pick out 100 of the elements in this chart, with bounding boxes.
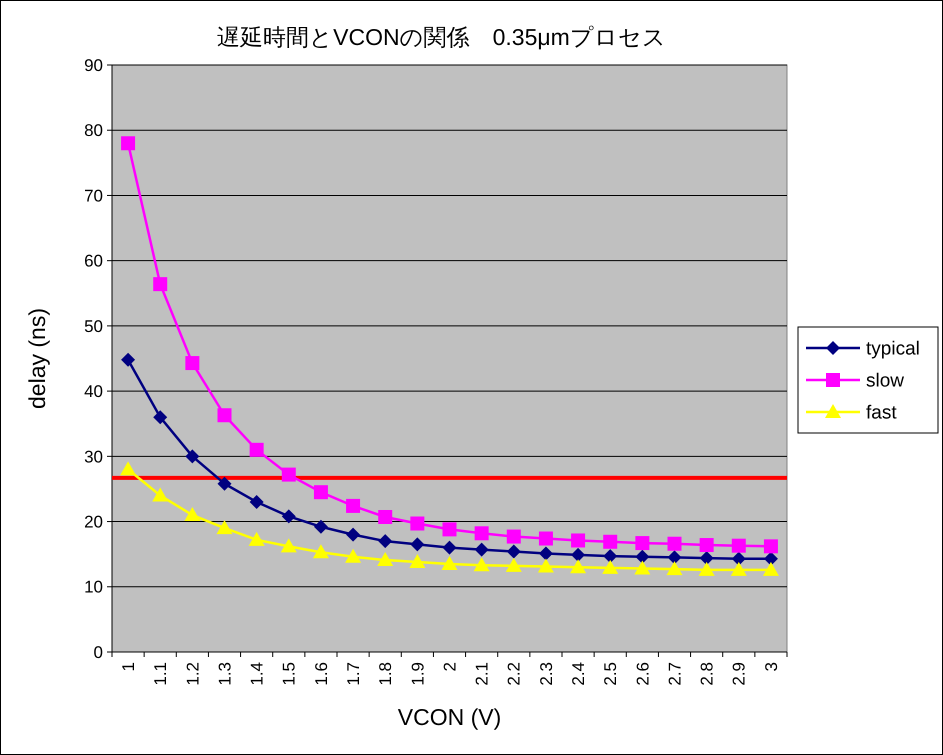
point — [153, 410, 168, 424]
x-tick-label: 2.6 — [633, 662, 652, 686]
y-axis-title: delay (ns) — [24, 308, 50, 409]
point — [538, 546, 553, 561]
point — [378, 510, 392, 524]
point — [764, 539, 778, 554]
x-tick-label: 2.5 — [601, 662, 620, 686]
point — [346, 498, 360, 513]
point — [442, 556, 458, 570]
x-tick-label: 1.6 — [312, 662, 331, 686]
point — [474, 542, 489, 557]
x-tick-label: 1.3 — [215, 662, 234, 686]
x-tick-label: 2.8 — [698, 662, 717, 686]
x-tick-label: 2 — [440, 662, 460, 672]
x-tick-label: 1 — [119, 662, 138, 672]
point — [764, 552, 778, 566]
point — [314, 485, 328, 500]
point — [185, 449, 200, 464]
point — [635, 536, 650, 550]
legend-label: fast — [866, 402, 898, 424]
point — [506, 558, 522, 572]
x-axis-title: VCON (V) — [398, 704, 502, 730]
y-tick-label: 40 — [84, 382, 103, 402]
point — [700, 551, 714, 566]
point — [538, 532, 553, 546]
y-tick-label: 80 — [84, 121, 103, 140]
point — [668, 550, 682, 564]
point — [152, 487, 168, 502]
y-tick-label: 60 — [84, 252, 103, 271]
point — [506, 544, 521, 559]
y-tick-label: 70 — [84, 186, 103, 206]
point — [216, 520, 232, 534]
y-tick-label: 30 — [84, 447, 103, 466]
point — [184, 507, 200, 522]
point — [571, 548, 586, 562]
point — [700, 538, 714, 552]
point — [442, 540, 456, 555]
point — [666, 561, 682, 576]
point — [410, 516, 424, 531]
x-tick-label: 1.2 — [183, 662, 202, 686]
point — [634, 560, 650, 575]
x-tick-label: 2.3 — [536, 662, 556, 686]
point — [570, 559, 586, 574]
x-tick-label: 3 — [762, 662, 781, 672]
point — [185, 356, 200, 370]
y-tick-label: 20 — [84, 512, 103, 532]
point — [121, 136, 136, 150]
point — [346, 528, 360, 542]
point — [668, 536, 682, 551]
point — [410, 537, 424, 552]
point — [120, 461, 136, 476]
point — [698, 562, 715, 576]
point — [603, 534, 618, 549]
point — [474, 526, 489, 540]
x-tick-label: 2.1 — [472, 662, 492, 686]
x-tick-label: 2.7 — [665, 662, 684, 686]
point — [603, 549, 618, 564]
point — [730, 562, 747, 576]
x-tick-label: 1.4 — [248, 662, 267, 686]
chart-title: 遅延時間とVCONの関係 0.35μmプロセス — [217, 24, 666, 50]
point — [732, 552, 746, 566]
point — [121, 352, 136, 367]
x-tick-label: 1.5 — [280, 662, 299, 686]
y-tick-label: 90 — [84, 56, 103, 75]
point — [218, 476, 232, 491]
point — [538, 558, 554, 573]
x-tick-label: 2.2 — [504, 662, 524, 686]
x-tick-label: 1.8 — [376, 662, 396, 686]
point — [442, 522, 456, 536]
point — [250, 442, 264, 457]
point — [312, 544, 329, 558]
point — [282, 509, 296, 524]
point — [345, 548, 362, 563]
x-tick-label: 1.9 — [408, 662, 428, 686]
y-tick-label: 0 — [94, 642, 103, 662]
point — [635, 550, 650, 564]
point — [218, 408, 232, 422]
point — [314, 520, 328, 534]
point — [377, 552, 394, 566]
x-tick-label: 2.9 — [730, 662, 749, 686]
point — [506, 530, 521, 544]
x-tick-label: 1.7 — [344, 662, 364, 686]
point — [571, 533, 586, 548]
x-tick-label: 1.1 — [151, 662, 170, 686]
point — [248, 532, 265, 546]
point — [280, 538, 297, 552]
point — [732, 538, 746, 553]
legend-label: slow — [866, 370, 904, 392]
point — [153, 277, 168, 292]
point — [250, 494, 264, 509]
point — [282, 468, 296, 482]
y-tick-label: 10 — [84, 578, 103, 597]
legend-label: typical — [866, 338, 920, 360]
point — [474, 557, 490, 572]
y-tick-label: 50 — [84, 316, 103, 336]
point — [602, 560, 618, 574]
point — [378, 534, 392, 548]
point — [762, 562, 779, 576]
x-tick-label: 2.4 — [569, 662, 588, 686]
point — [409, 554, 426, 568]
